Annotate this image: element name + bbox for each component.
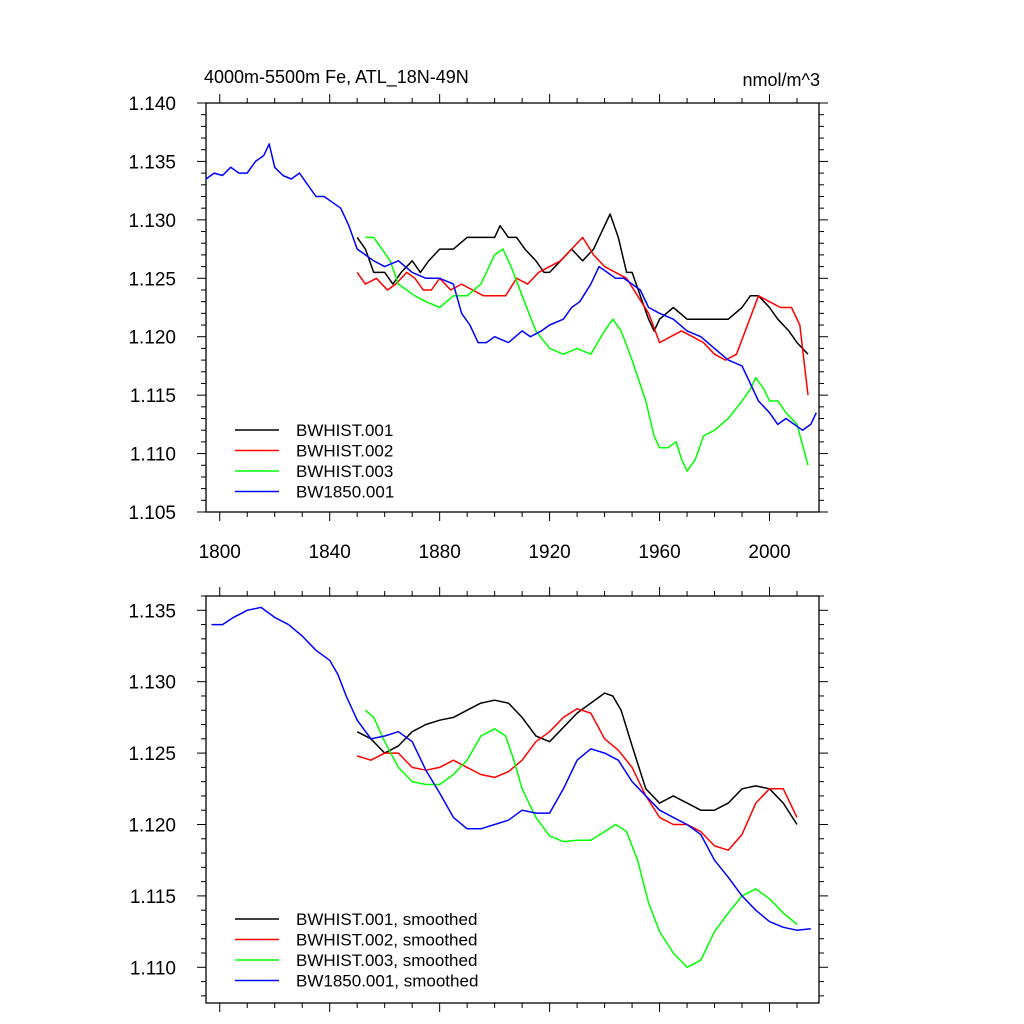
- x-tick-label: 1920: [528, 542, 570, 563]
- y-tick-label: 1.115: [130, 887, 176, 908]
- series-line: [356, 213, 809, 355]
- units-label: nmol/m^3: [743, 70, 820, 90]
- legend-label: BWHIST.003: [296, 462, 393, 481]
- y-tick-label: 1.135: [128, 601, 176, 622]
- series-line: [365, 236, 809, 472]
- legend-label: BWHIST.001, smoothed: [296, 910, 477, 929]
- legend-label: BWHIST.002: [296, 442, 393, 461]
- y-tick-label: 1.140: [128, 94, 176, 115]
- y-tick-label: 1.115: [130, 386, 176, 407]
- top-line-chart: 4000m-5500m Fe, ATL_18N-49N nmol/m^3 180…: [128, 67, 828, 563]
- y-tick-label: 1.125: [128, 269, 176, 290]
- x-tick-label: 1840: [309, 542, 351, 563]
- legend-label: BWHIST.003, smoothed: [296, 951, 477, 970]
- legend-label: BW1850.001: [296, 483, 394, 502]
- y-tick-label: 1.125: [128, 744, 176, 765]
- y-tick-label: 1.110: [130, 445, 176, 466]
- series-line: [356, 692, 798, 825]
- chart-title: 4000m-5500m Fe, ATL_18N-49N: [204, 67, 469, 88]
- legend-label: BW1850.001, smoothed: [296, 972, 478, 991]
- y-tick-label: 1.130: [128, 211, 176, 232]
- y-tick-label: 1.120: [128, 815, 176, 836]
- x-tick-label: 1880: [419, 542, 461, 563]
- y-tick-label: 1.135: [128, 152, 176, 173]
- plot-frame: [205, 102, 820, 513]
- series-line: [356, 708, 798, 851]
- y-tick-label: 1.105: [128, 503, 176, 524]
- plot-frame: [205, 595, 820, 1004]
- series-line: [356, 236, 809, 396]
- y-tick-label: 1.110: [130, 958, 176, 979]
- x-tick-label: 1960: [638, 542, 680, 563]
- bottom-line-chart: 1.110 1.115 1.120 1.125 1.130 1.135 BWHIST.001…: [128, 587, 828, 1012]
- y-tick-label: 1.120: [128, 328, 176, 349]
- x-tick-label: 1800: [199, 542, 241, 563]
- y-tick-label: 1.130: [128, 673, 176, 694]
- legend-label: BWHIST.001: [296, 421, 393, 440]
- series-line: [205, 143, 817, 431]
- legend-label: BWHIST.002, smoothed: [296, 931, 477, 950]
- series-line: [211, 606, 811, 931]
- x-tick-label: 2000: [748, 542, 790, 563]
